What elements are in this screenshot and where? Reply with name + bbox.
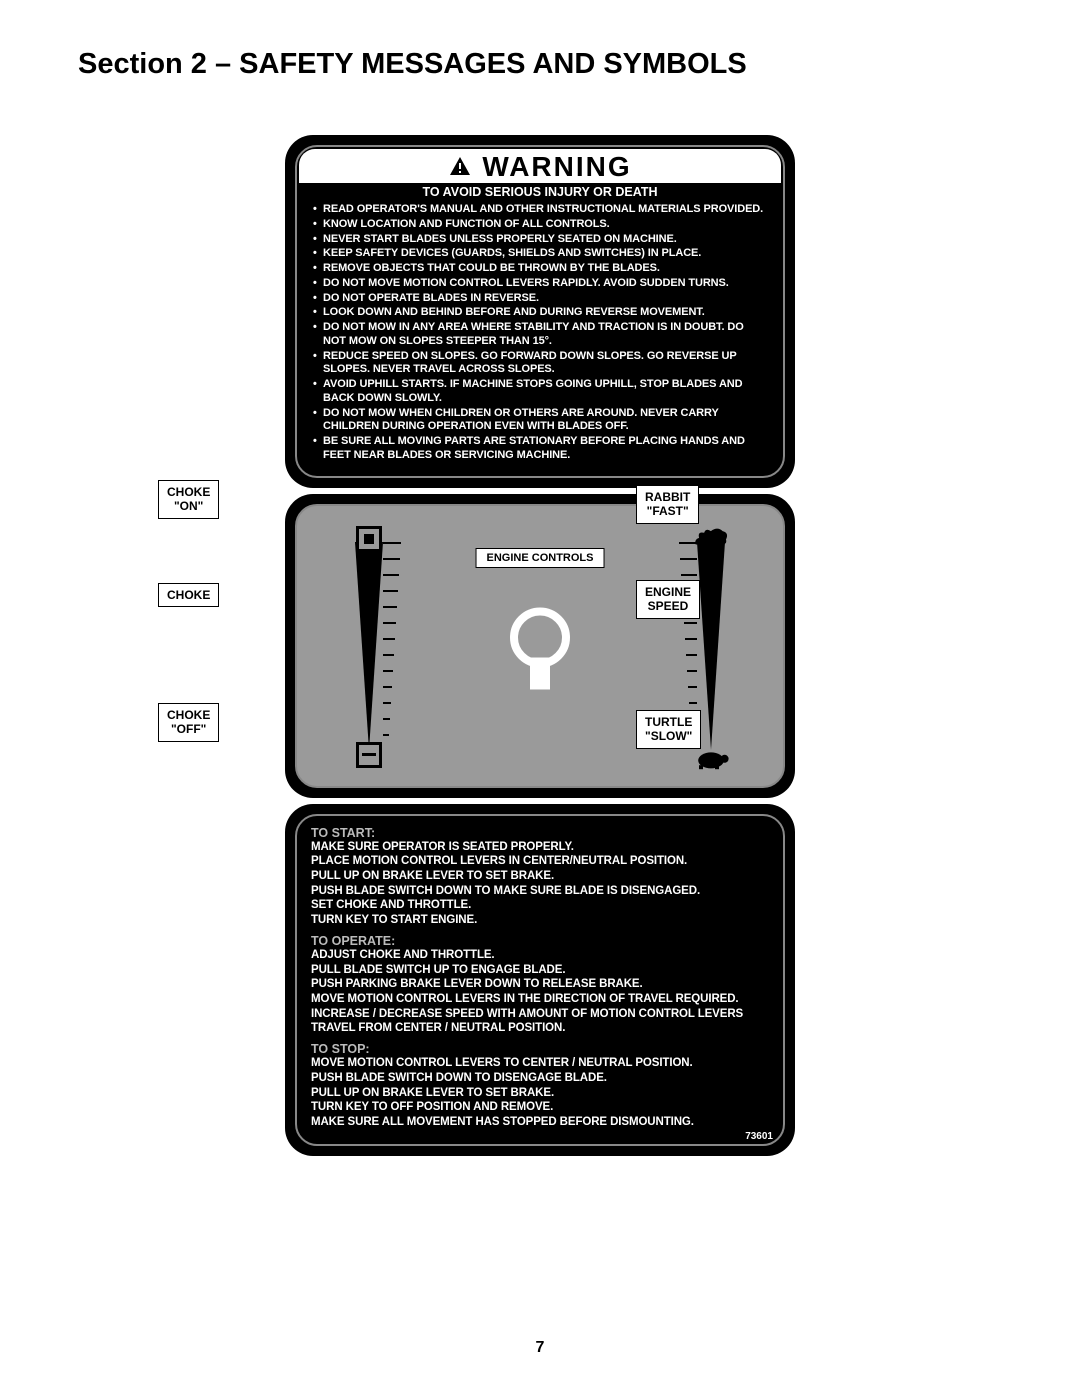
safety-decal: WARNING TO AVOID SERIOUS INJURY OR DEATH… xyxy=(285,135,795,1162)
engine-controls-panel xyxy=(285,494,795,798)
instruction-line: PUSH BLADE SWITCH DOWN TO DISENGAGE BLAD… xyxy=(311,1071,769,1086)
warning-triangle-icon xyxy=(448,155,472,179)
instruction-line: MOVE MOTION CONTROL LEVERS IN THE DIRECT… xyxy=(311,992,769,1007)
instruction-heading: TO STOP: xyxy=(311,1042,769,1056)
warning-subhead: TO AVOID SERIOUS INJURY OR DEATH xyxy=(311,185,769,199)
instruction-line: PULL UP ON BRAKE LEVER TO SET BRAKE. xyxy=(311,869,769,884)
warning-bullet: READ OPERATOR'S MANUAL AND OTHER INSTRUC… xyxy=(313,203,767,217)
instruction-line: TRAVEL FROM CENTER / NEUTRAL POSITION. xyxy=(311,1021,769,1036)
warning-bullet: DO NOT MOW IN ANY AREA WHERE STABILITY A… xyxy=(313,321,767,349)
choke-off-icon xyxy=(356,742,382,768)
callout-rabbit: RABBIT "FAST" xyxy=(636,485,699,524)
warning-bullet: KEEP SAFETY DEVICES (GUARDS, SHIELDS AND… xyxy=(313,247,767,261)
instruction-heading: TO OPERATE: xyxy=(311,934,769,948)
instruction-line: TURN KEY TO START ENGINE. xyxy=(311,913,769,928)
warning-bullet: AVOID UPHILL STARTS. IF MACHINE STOPS GO… xyxy=(313,378,767,406)
warning-bullets: READ OPERATOR'S MANUAL AND OTHER INSTRUC… xyxy=(311,203,769,463)
warning-header-text: WARNING xyxy=(482,151,631,183)
page-number: 7 xyxy=(536,1339,545,1357)
instruction-heading: TO START: xyxy=(311,826,769,840)
choke-scale xyxy=(355,542,383,760)
instruction-line: TURN KEY TO OFF POSITION AND REMOVE. xyxy=(311,1100,769,1115)
instruction-line: ADJUST CHOKE AND THROTTLE. xyxy=(311,948,769,963)
warning-bullet: DO NOT MOW WHEN CHILDREN OR OTHERS ARE A… xyxy=(313,407,767,435)
warning-header: WARNING xyxy=(299,149,781,183)
page-title: Section 2 – SAFETY MESSAGES AND SYMBOLS xyxy=(78,48,747,81)
callout-engine-speed: ENGINE SPEED xyxy=(636,580,700,619)
warning-bullet: BE SURE ALL MOVING PARTS ARE STATIONARY … xyxy=(313,435,767,463)
callout-choke-on: CHOKE "ON" xyxy=(158,480,219,519)
instruction-line: INCREASE / DECREASE SPEED WITH AMOUNT OF… xyxy=(311,1007,769,1022)
callout-choke: CHOKE xyxy=(158,583,219,607)
warning-bullet: REDUCE SPEED ON SLOPES. GO FORWARD DOWN … xyxy=(313,350,767,378)
part-number: 73601 xyxy=(745,1131,773,1142)
instruction-line: PUSH PARKING BRAKE LEVER DOWN TO RELEASE… xyxy=(311,977,769,992)
instructions-panel: TO START:MAKE SURE OPERATOR IS SEATED PR… xyxy=(285,804,795,1156)
callout-engine-controls: ENGINE CONTROLS xyxy=(476,548,605,568)
instruction-line: PULL BLADE SWITCH UP TO ENGAGE BLADE. xyxy=(311,963,769,978)
choke-on-icon xyxy=(356,526,382,552)
instruction-line: SET CHOKE AND THROTTLE. xyxy=(311,898,769,913)
warning-bullet: DO NOT OPERATE BLADES IN REVERSE. xyxy=(313,292,767,306)
instruction-line: PUSH BLADE SWITCH DOWN TO MAKE SURE BLAD… xyxy=(311,884,769,899)
turtle-icon xyxy=(691,746,731,770)
warning-bullet: REMOVE OBJECTS THAT COULD BE THROWN BY T… xyxy=(313,262,767,276)
instruction-line: MAKE SURE ALL MOVEMENT HAS STOPPED BEFOR… xyxy=(311,1115,769,1130)
warning-bullet: KNOW LOCATION AND FUNCTION OF ALL CONTRO… xyxy=(313,218,767,232)
instruction-line: PULL UP ON BRAKE LEVER TO SET BRAKE. xyxy=(311,1086,769,1101)
warning-bullet: NEVER START BLADES UNLESS PROPERLY SEATE… xyxy=(313,233,767,247)
callout-choke-off: CHOKE "OFF" xyxy=(158,703,219,742)
warning-bullet: LOOK DOWN AND BEHIND BEFORE AND DURING R… xyxy=(313,306,767,320)
instruction-line: MOVE MOTION CONTROL LEVERS TO CENTER / N… xyxy=(311,1056,769,1071)
warning-panel: WARNING TO AVOID SERIOUS INJURY OR DEATH… xyxy=(285,135,795,488)
warning-bullet: DO NOT MOVE MOTION CONTROL LEVERS RAPIDL… xyxy=(313,277,767,291)
keyhole-icon xyxy=(501,605,579,695)
callout-turtle: TURTLE "SLOW" xyxy=(636,710,701,749)
instruction-line: PLACE MOTION CONTROL LEVERS IN CENTER/NE… xyxy=(311,854,769,869)
instruction-line: MAKE SURE OPERATOR IS SEATED PROPERLY. xyxy=(311,840,769,855)
